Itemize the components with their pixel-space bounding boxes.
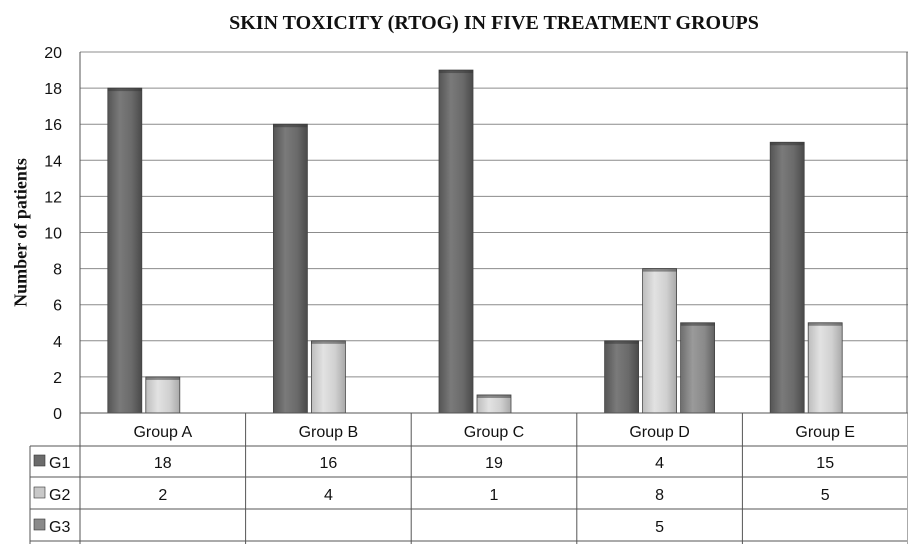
bar-cap-g2-group-a bbox=[145, 376, 180, 380]
bar-g2-group-a bbox=[145, 376, 181, 414]
legend-label-g2: G2 bbox=[49, 487, 70, 504]
bar-cap-g1-group-a bbox=[107, 88, 142, 92]
data-label-g1: 18 bbox=[154, 455, 172, 472]
x-tick-label: Group A bbox=[133, 424, 192, 441]
data-label-g2: 4 bbox=[324, 487, 333, 504]
legend-swatch-g1 bbox=[33, 454, 46, 467]
bar-cap-g3-group-d bbox=[680, 322, 715, 326]
y-tick-label: 16 bbox=[44, 117, 62, 134]
bar-cap-g2-group-c bbox=[477, 394, 511, 398]
legend-swatch-g3 bbox=[33, 518, 46, 531]
bar-g1-group-e bbox=[769, 141, 805, 414]
chart-title: SKIN TOXICITY (RTOG) IN FIVE TREATMENT G… bbox=[229, 12, 759, 34]
bar-g2-group-e bbox=[807, 322, 843, 414]
data-label-g1: 4 bbox=[655, 455, 664, 472]
legend-swatch-g2 bbox=[33, 486, 46, 499]
bar-g1-group-c bbox=[438, 69, 474, 414]
y-tick-label: 20 bbox=[44, 45, 62, 62]
bar-cap-g2-group-b bbox=[311, 340, 346, 344]
data-label-g2: 5 bbox=[821, 487, 830, 504]
legend-label-g1: G1 bbox=[49, 455, 70, 472]
y-tick-label: 14 bbox=[44, 153, 62, 170]
data-label-g3: 5 bbox=[655, 519, 664, 536]
bar-cap-g2-group-d bbox=[642, 268, 677, 272]
y-tick-label: 8 bbox=[53, 262, 62, 279]
bar-g1-group-a bbox=[107, 87, 143, 414]
data-label-g1: 19 bbox=[485, 455, 503, 472]
data-label-g2: 1 bbox=[490, 487, 499, 504]
y-tick-label: 0 bbox=[53, 406, 62, 423]
bar-g2-group-d bbox=[642, 268, 677, 414]
bar-g1-group-d bbox=[604, 340, 639, 414]
bar-g3-group-d bbox=[680, 322, 715, 414]
x-tick-label: Group E bbox=[795, 424, 855, 441]
y-tick-label: 18 bbox=[44, 81, 62, 98]
y-tick-label: 10 bbox=[44, 226, 62, 243]
data-label-g2: 2 bbox=[158, 487, 167, 504]
y-tick-label: 4 bbox=[53, 334, 62, 351]
bar-cap-g1-group-e bbox=[770, 142, 805, 146]
data-label-g1: 16 bbox=[320, 455, 338, 472]
bar-cap-g1-group-d bbox=[604, 340, 639, 344]
x-tick-label: Group D bbox=[629, 424, 689, 441]
data-label-g2: 8 bbox=[655, 487, 664, 504]
x-tick-label: Group C bbox=[464, 424, 524, 441]
legend-label-g3: G3 bbox=[49, 519, 70, 536]
data-label-g1: 15 bbox=[816, 455, 834, 472]
bar-g2-group-b bbox=[310, 340, 346, 414]
x-tick-label: Group B bbox=[299, 424, 359, 441]
y-tick-label: 6 bbox=[53, 298, 62, 315]
bar-cap-g1-group-c bbox=[439, 70, 473, 74]
y-tick-label: 12 bbox=[44, 189, 62, 206]
bar-g1-group-b bbox=[272, 123, 308, 414]
bar-cap-g1-group-b bbox=[273, 124, 308, 128]
y-tick-label: 2 bbox=[53, 370, 62, 387]
bar-cap-g2-group-e bbox=[808, 322, 843, 326]
